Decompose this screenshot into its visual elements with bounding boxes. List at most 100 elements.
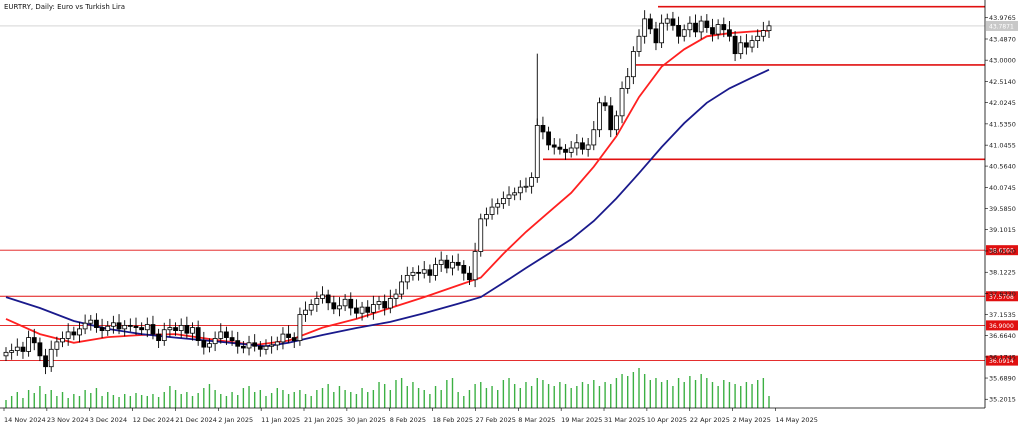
candle-body: [337, 305, 342, 310]
candle-body: [540, 124, 546, 133]
candle-body: [467, 272, 472, 281]
candle-body: [614, 115, 619, 131]
time-tick-label: 8 Mar 2025: [518, 416, 555, 424]
candle-body: [608, 105, 614, 131]
candle-body: [659, 22, 665, 44]
candle-body: [721, 24, 727, 31]
candle-body: [184, 324, 190, 334]
price-tick-label: 38.6120: [989, 247, 1016, 255]
candle-body: [738, 42, 744, 55]
candle-body: [303, 309, 308, 315]
candle-body: [693, 22, 698, 33]
candle-body: [619, 88, 625, 117]
candle-body: [495, 203, 501, 208]
candle-body: [133, 325, 139, 328]
price-tick-label: 41.0455: [989, 142, 1016, 150]
time-tick-label: 23 Nov 2024: [47, 416, 89, 424]
candle-body: [167, 327, 173, 331]
time-tick-label: 19 Mar 2025: [561, 416, 602, 424]
price-axis: 43.9765 43.4870 43.0000 42.5140 42.0245 41.53…: [984, 0, 1016, 408]
candle-body: [235, 340, 241, 347]
candle-body: [139, 327, 145, 331]
level-tag-label: 38.6300: [989, 248, 1014, 255]
candle-body: [240, 345, 246, 349]
candle-body: [670, 18, 676, 26]
candle-body: [325, 294, 331, 304]
time-tick-label: 21 Dec 2024: [175, 416, 217, 424]
candle-body: [517, 186, 523, 194]
level-tag: [986, 355, 1018, 366]
chart-title: EURTRY, Daily: Euro vs Turkish Lira: [4, 3, 125, 11]
time-tick-label: 2 Jan 2025: [218, 416, 253, 424]
candle-body: [534, 124, 540, 178]
candle-body: [127, 324, 133, 327]
candle-body: [766, 25, 772, 32]
candle-body: [257, 345, 263, 350]
candle-body: [173, 327, 178, 332]
time-tick-label: 27 Feb 2025: [475, 416, 515, 424]
candle-body: [568, 147, 574, 153]
candle-body: [314, 298, 320, 305]
candle-body: [161, 329, 167, 342]
candle-body: [246, 342, 252, 349]
candle-body: [156, 333, 162, 342]
candle-body: [144, 324, 150, 331]
candle-body: [291, 337, 297, 342]
candle-body: [574, 142, 580, 149]
volume-histogram: [5, 368, 770, 408]
candle-body: [551, 144, 557, 148]
candle-body: [354, 307, 359, 314]
candle-body: [489, 206, 495, 215]
candle-body: [416, 271, 421, 274]
candle-body: [393, 293, 399, 299]
level-tag: [986, 245, 1018, 256]
candle-body: [88, 319, 94, 324]
candle-body: [3, 351, 9, 357]
level-tag-label: 36.9000: [989, 323, 1014, 330]
candle-body: [308, 304, 314, 311]
price-tick-label: 35.2015: [989, 396, 1016, 404]
candle-body: [229, 337, 235, 342]
candle-body: [252, 342, 258, 347]
candle-body: [421, 269, 427, 274]
candle-body: [687, 22, 693, 31]
time-tick-label: 18 Feb 2025: [433, 416, 473, 424]
time-tick-label: 30 Jan 2025: [347, 416, 386, 424]
candle-body: [438, 259, 444, 265]
candle-body: [760, 30, 766, 37]
price-tick-label: 41.5350: [989, 120, 1016, 128]
time-tick-label: 2 May 2025: [733, 416, 771, 424]
candle-body: [320, 294, 325, 299]
candle-body: [71, 331, 77, 336]
candle-body: [26, 337, 32, 352]
level-tag: [986, 291, 1018, 302]
candle-body: [715, 24, 721, 35]
candle-body: [732, 35, 738, 55]
candle-body: [359, 306, 365, 314]
candle-body: [433, 264, 438, 276]
time-tick-label: 31 Mar 2025: [604, 416, 645, 424]
level-tag-label: 36.0914: [989, 358, 1014, 365]
current-price-tag: [986, 20, 1018, 31]
candle-body: [20, 346, 26, 352]
candle-body: [105, 325, 111, 332]
candle-body: [743, 42, 749, 48]
price-tick-label: 37.6330: [989, 290, 1016, 298]
price-tick-label: 43.9765: [989, 14, 1016, 22]
candle-body: [14, 346, 20, 352]
candle-body: [370, 304, 376, 313]
price-tick-label: 37.1535: [989, 311, 1016, 319]
candle-body: [676, 24, 681, 37]
candle-body: [710, 27, 715, 35]
candle-body: [698, 20, 704, 33]
price-tick-label: 40.0745: [989, 184, 1016, 192]
candle-body: [472, 251, 478, 281]
candle-body: [212, 338, 218, 345]
price-tick-label: 43.0000: [989, 57, 1016, 65]
candle-body: [263, 345, 269, 350]
candle-body: [591, 129, 597, 146]
candle-body: [77, 328, 82, 336]
